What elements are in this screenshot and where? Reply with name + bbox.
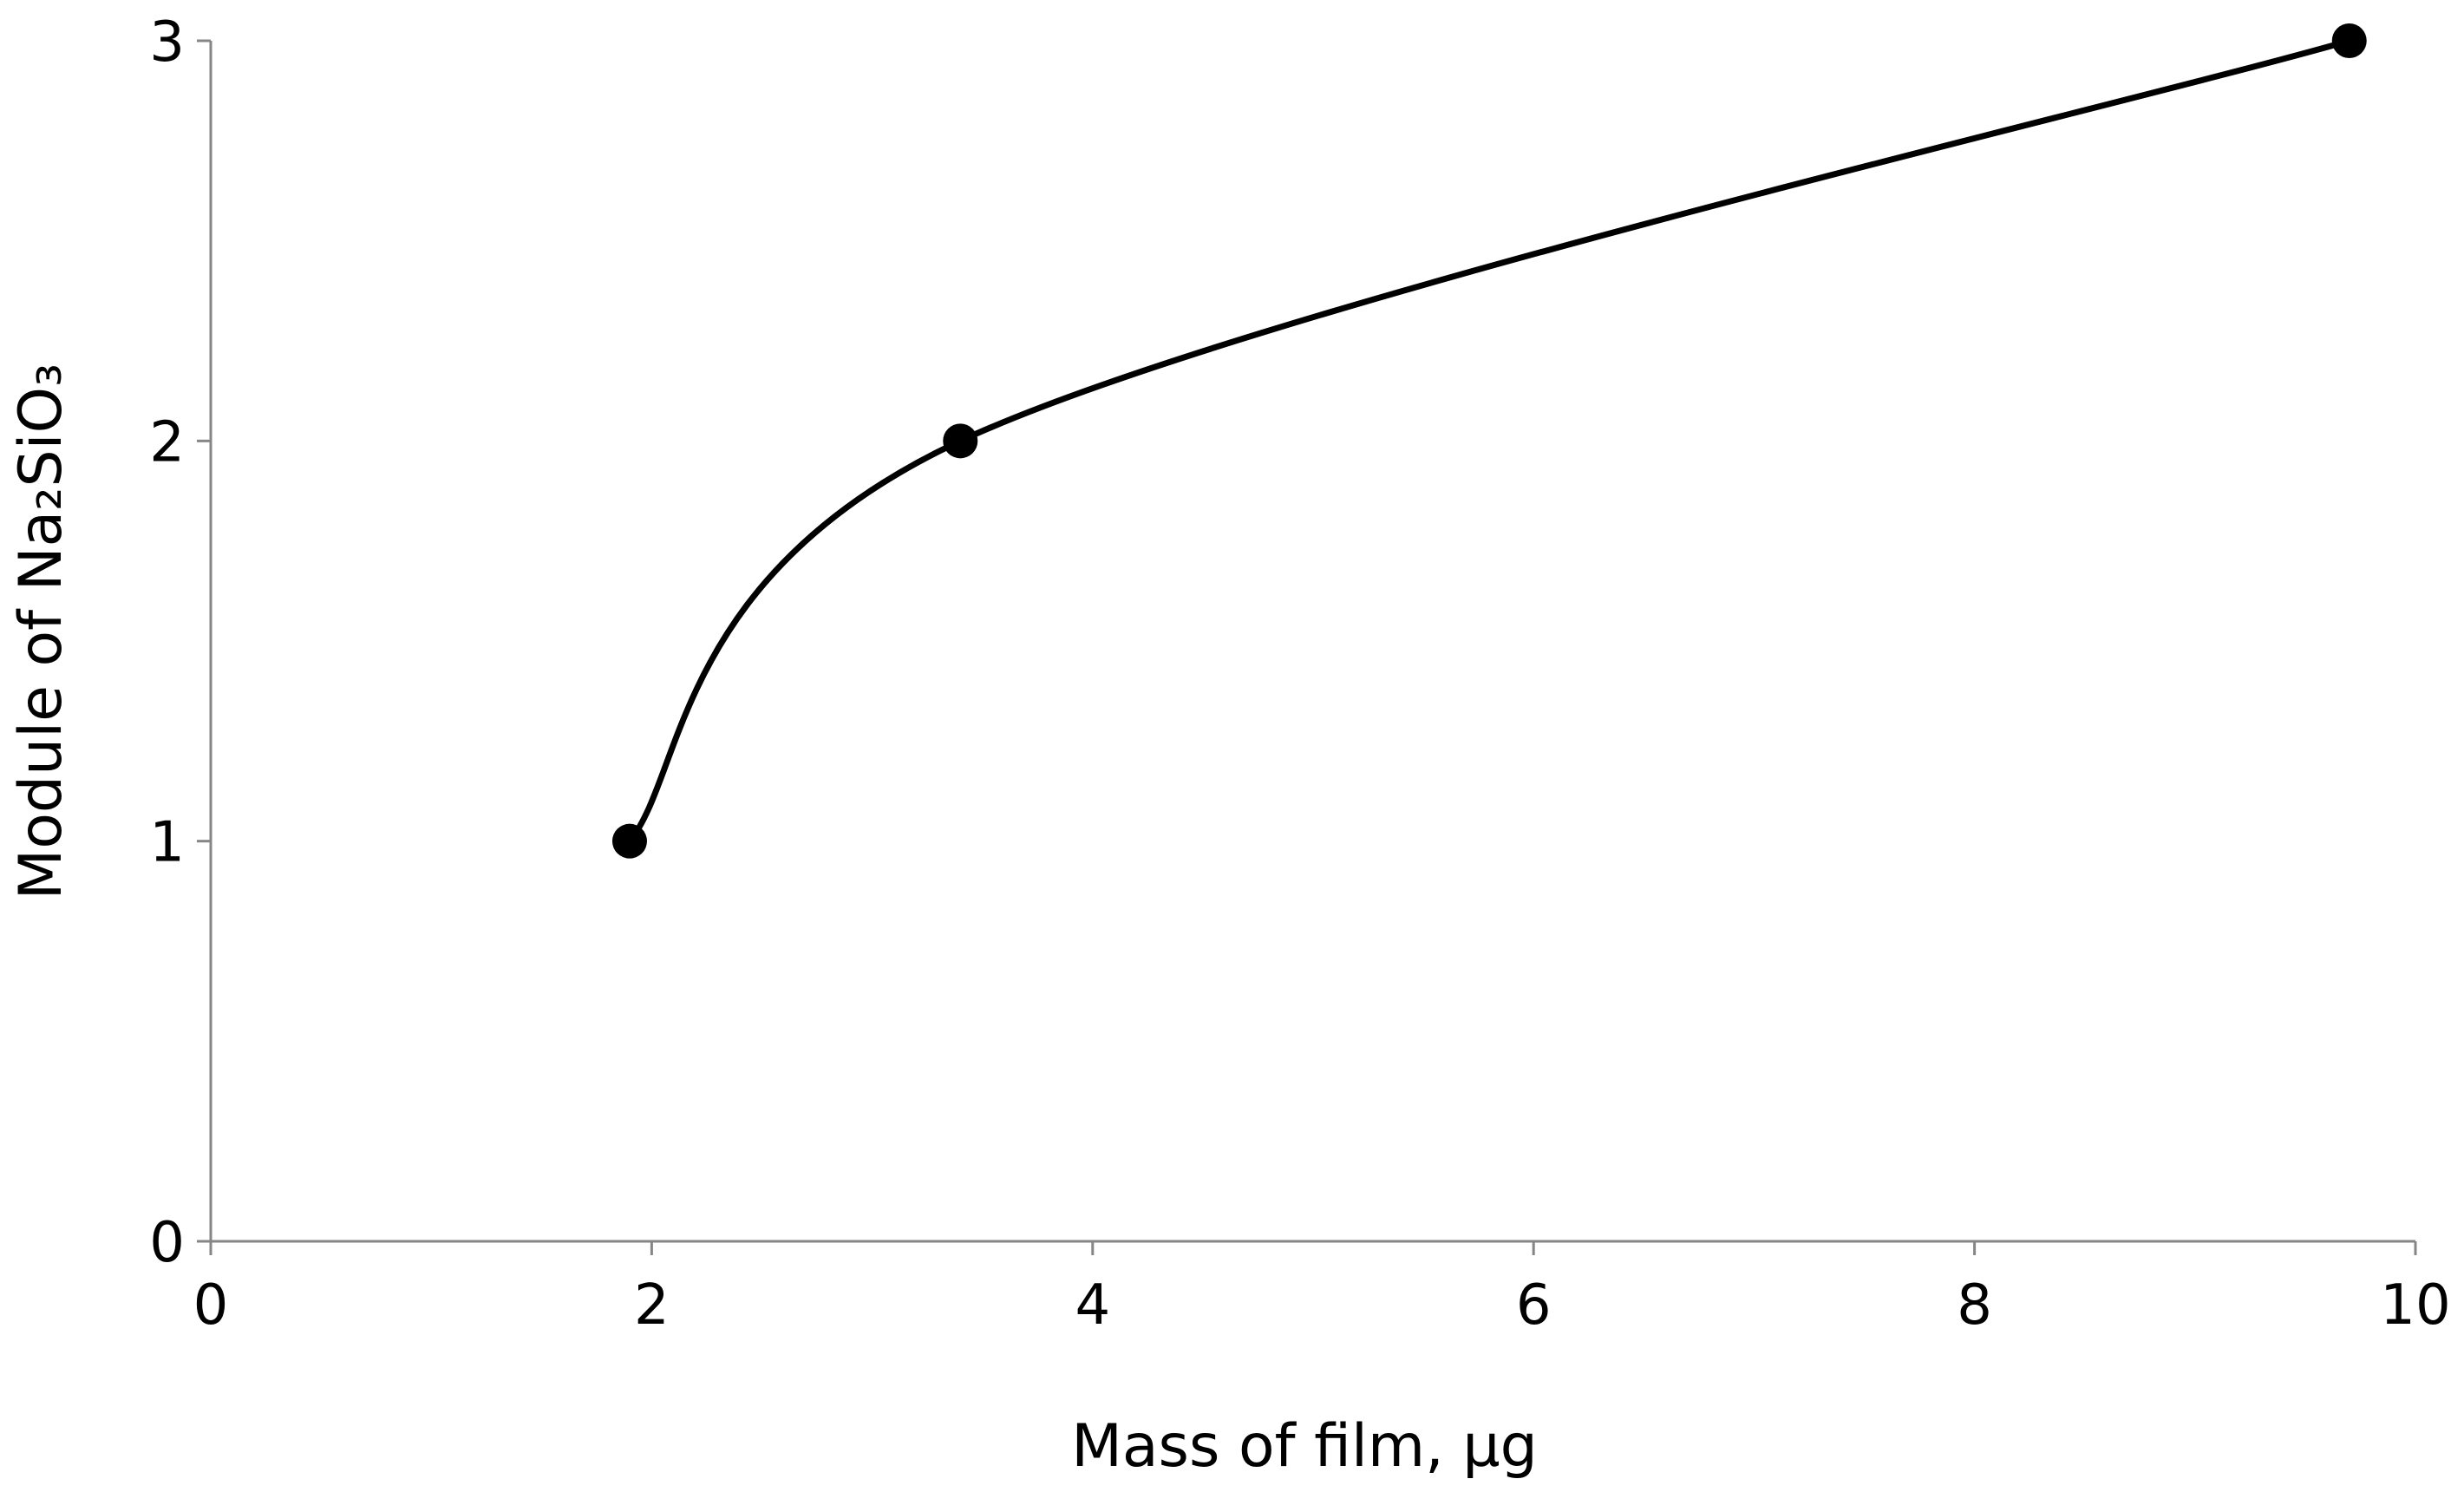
y-axis-title: Module of Na₂SiO₃ [7,363,75,900]
x-tick-label: 10 [2380,1273,2450,1338]
data-point [2331,23,2367,58]
x-tick-label: 2 [634,1273,670,1338]
x-tick-label: 6 [1516,1273,1552,1338]
y-tick-label: 3 [149,10,185,75]
x-tick-label: 0 [193,1273,229,1338]
y-tick-label: 0 [149,1211,185,1275]
y-tick-label: 1 [149,811,185,875]
data-point [943,423,978,459]
x-tick-label: 8 [1957,1273,1992,1338]
x-tick-label: 4 [1075,1273,1110,1338]
data-line [627,37,2350,843]
x-axis-title: Mass of film, µg [1071,1412,1538,1481]
data-point [611,823,647,859]
y-tick-label: 2 [149,410,185,474]
